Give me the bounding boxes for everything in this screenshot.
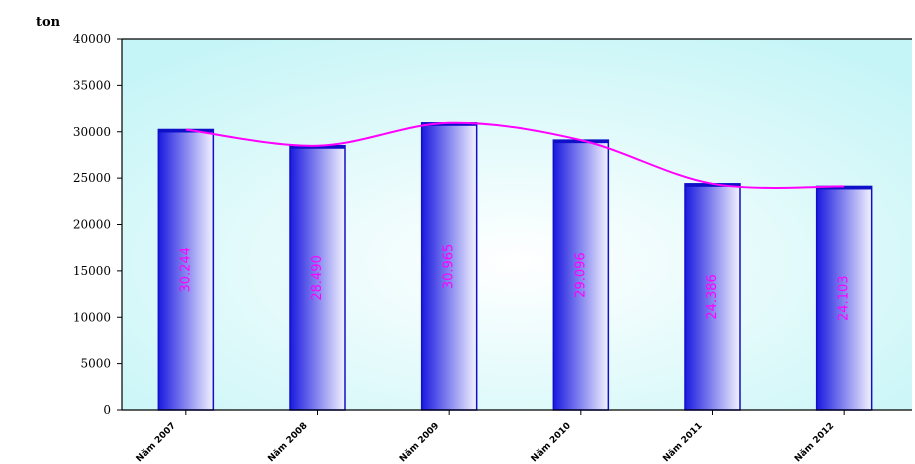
y-tick-label: 5000 [80,357,111,371]
y-tick-label: 40000 [73,32,111,46]
y-unit-label: ton [36,15,61,30]
bar-cap [553,140,609,144]
x-tick-label: Năm 2012 [793,421,836,464]
x-tick-label: Năm 2009 [398,421,441,464]
x-tick-label: Năm 2011 [661,421,704,464]
y-tick-label: 15000 [73,264,111,278]
bar-cap [816,186,872,190]
x-tick-label: Năm 2008 [266,421,309,464]
bar-cap [158,129,214,133]
y-tick-label: 10000 [73,310,111,324]
bar [157,128,215,411]
bar [552,139,610,411]
x-tick-label: Năm 2007 [135,421,178,464]
bar-value-label: 29.096 [573,252,588,298]
bar-cap [421,122,477,126]
bar-cap [685,183,740,187]
bar-value-label: 24.386 [705,274,720,320]
bar-cap [290,145,345,149]
bar [289,145,346,411]
bar-value-label: 24.103 [837,275,852,321]
bar-value-label: 30.965 [442,244,457,290]
bar-value-label: 30.244 [178,247,193,293]
plot-area [122,39,912,410]
y-tick-label: 35000 [73,78,111,92]
bar [815,185,873,411]
y-tick-label: 30000 [73,125,111,139]
bar-value-label: 28.490 [310,255,325,301]
y-tick-label: 25000 [73,171,111,185]
x-tick-label: Năm 2010 [530,421,573,464]
y-tick-label: 0 [103,403,111,417]
trend-line [185,121,845,189]
y-tick-label: 20000 [73,218,111,232]
